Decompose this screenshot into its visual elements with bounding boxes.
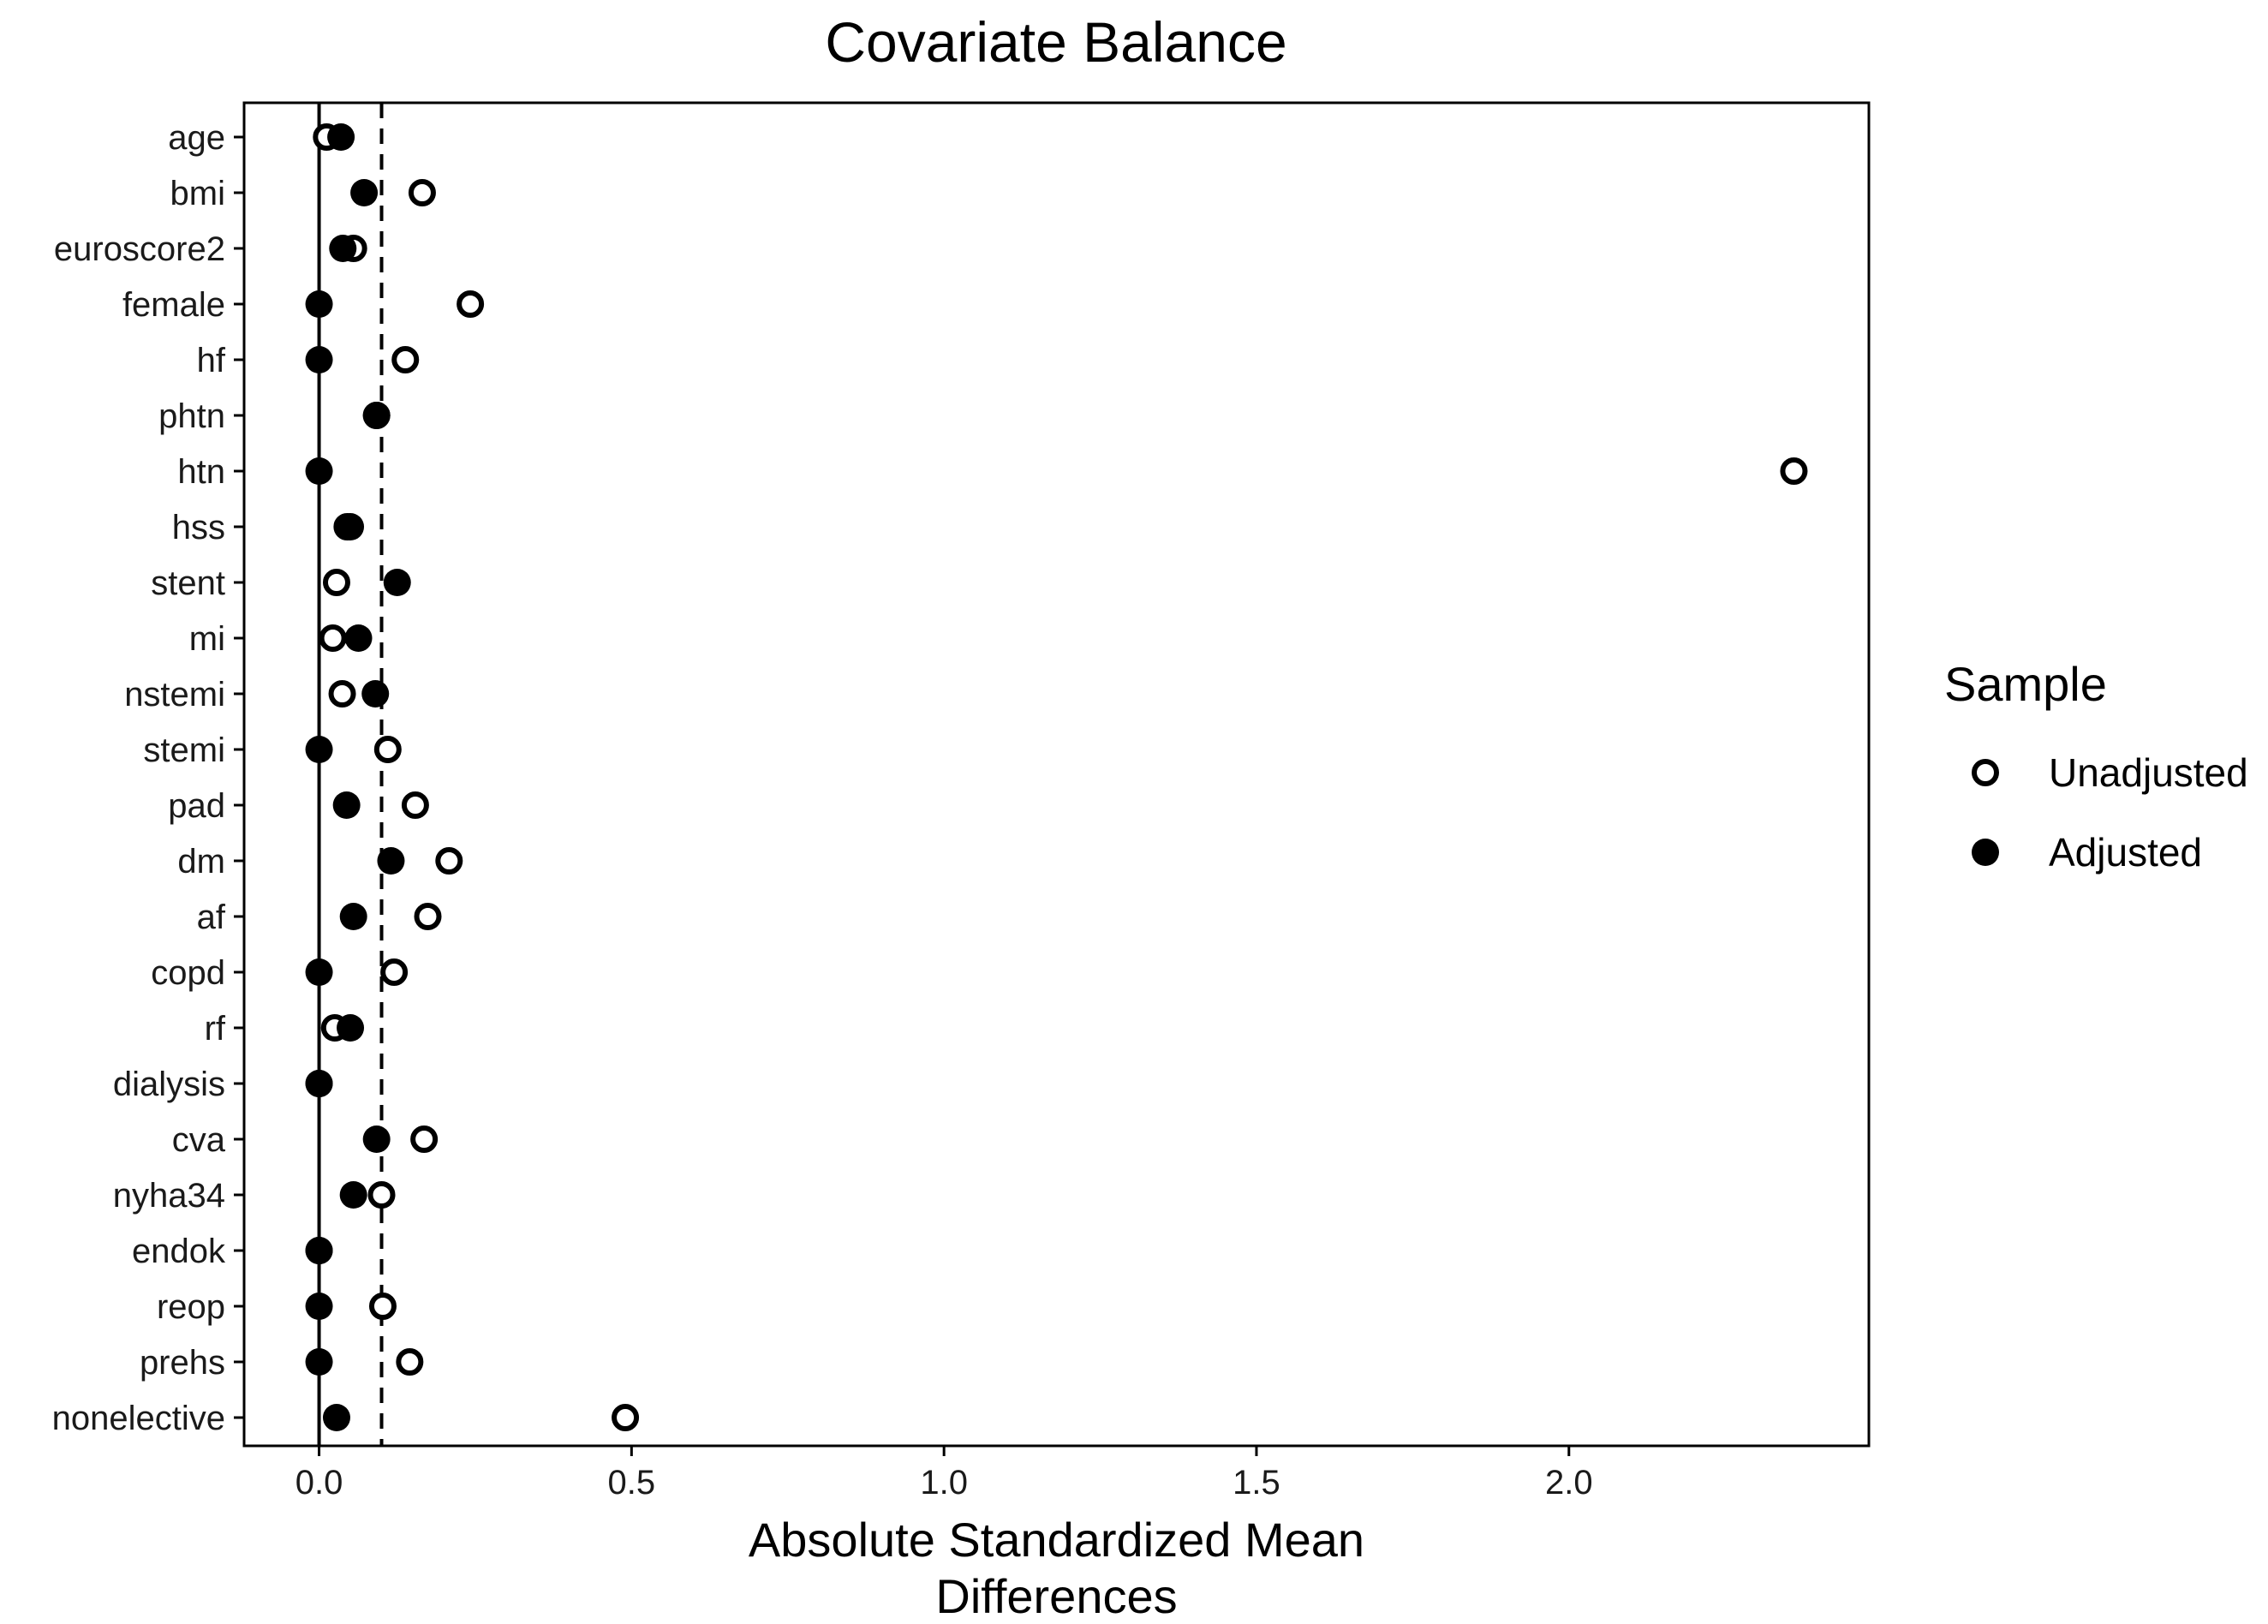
legend-title: Sample <box>1944 657 2107 711</box>
unadjusted-point-reop <box>368 1293 397 1320</box>
adjusted-point-prehs <box>305 1348 333 1376</box>
legend-marker-adjusted <box>1972 839 1999 866</box>
unadjusted-point-copd <box>380 958 409 986</box>
y-tick-label: age <box>168 119 225 157</box>
x-axis-title-line-1: Absolute Standardized Mean <box>749 1513 1364 1567</box>
unadjusted-point-mi <box>319 624 347 652</box>
y-tick-label: nyha34 <box>113 1177 225 1215</box>
unadjusted-point-dm <box>435 847 463 875</box>
legend-marker-unadjusted <box>1972 759 1999 786</box>
unadjusted-point-bmi <box>408 179 436 206</box>
unadjusted-point-nonelective <box>612 1404 640 1431</box>
y-tick-label: female <box>122 286 225 324</box>
legend: Sample Unadjusted Adjusted <box>1944 657 2248 875</box>
x-tick-label: 2.0 <box>1545 1464 1593 1502</box>
adjusted-point-copd <box>305 958 333 986</box>
adjusted-point-cva <box>362 1125 391 1153</box>
y-tick-label: nonelective <box>52 1400 225 1437</box>
y-tick-label: cva <box>172 1121 226 1159</box>
data-points <box>305 123 1808 1431</box>
chart-title: Covariate Balance <box>825 10 1286 74</box>
adjusted-point-female <box>305 290 333 318</box>
y-tick-label: hf <box>197 342 226 379</box>
x-tick-label: 1.5 <box>1232 1464 1280 1502</box>
y-tick-label: hss <box>172 509 225 546</box>
adjusted-point-bmi <box>350 179 379 206</box>
adjusted-point-rf <box>337 1014 365 1042</box>
y-tick-label: copd <box>151 954 225 992</box>
adjusted-point-reop <box>305 1293 333 1320</box>
adjusted-point-htn <box>305 457 333 485</box>
adjusted-point-mi <box>344 624 373 652</box>
y-tick-label: bmi <box>170 175 225 212</box>
adjusted-point-af <box>339 903 367 930</box>
plot-border <box>242 101 1871 1448</box>
adjusted-point-endok <box>305 1237 333 1264</box>
legend-label-adjusted: Adjusted <box>2049 830 2202 875</box>
adjusted-point-age <box>327 123 355 151</box>
adjusted-point-nstemi <box>361 680 390 708</box>
y-tick-label: euroscore2 <box>54 230 225 268</box>
adjusted-point-dialysis <box>305 1070 333 1097</box>
x-tick-label: 0.5 <box>608 1464 656 1502</box>
adjusted-point-nonelective <box>322 1404 350 1431</box>
adjusted-point-hss <box>337 513 365 540</box>
y-tick-label: dialysis <box>113 1066 225 1103</box>
x-tick-label: 0.0 <box>295 1464 343 1502</box>
unadjusted-point-prehs <box>396 1348 424 1376</box>
unadjusted-point-pad <box>401 791 429 819</box>
unadjusted-point-stent <box>322 569 350 596</box>
y-tick-label: dm <box>177 843 225 881</box>
adjusted-point-nyha34 <box>339 1181 367 1209</box>
y-tick-label: endok <box>132 1233 226 1270</box>
y-tick-label: stent <box>151 564 225 602</box>
unadjusted-point-af <box>414 903 442 930</box>
y-tick-label: prehs <box>140 1344 225 1382</box>
y-tick-label: phtn <box>158 397 225 435</box>
y-tick-label: mi <box>189 620 225 658</box>
y-tick-label: af <box>197 899 226 936</box>
y-tick-label: rf <box>205 1010 226 1048</box>
adjusted-point-stent <box>383 569 411 596</box>
y-tick-label: htn <box>177 453 225 491</box>
adjusted-point-euroscore2 <box>329 235 357 262</box>
adjusted-point-phtn <box>362 402 391 429</box>
x-axis-title-line-2: Differences <box>935 1569 1177 1623</box>
adjusted-point-pad <box>332 791 361 819</box>
y-tick-label: pad <box>168 787 225 825</box>
plot-area <box>242 101 1871 1448</box>
unadjusted-point-nstemi <box>328 680 356 708</box>
y-tick-label: stemi <box>143 731 225 769</box>
unadjusted-point-stemi <box>373 736 402 763</box>
unadjusted-point-nyha34 <box>367 1181 396 1209</box>
y-tick-label: reop <box>157 1288 225 1326</box>
legend-label-unadjusted: Unadjusted <box>2049 750 2248 795</box>
unadjusted-point-cva <box>410 1125 439 1153</box>
y-tick-label: nstemi <box>124 676 225 713</box>
unadjusted-point-female <box>457 290 485 318</box>
adjusted-point-hf <box>305 346 333 373</box>
x-tick-label: 1.0 <box>920 1464 968 1502</box>
unadjusted-point-htn <box>1780 457 1808 485</box>
adjusted-point-dm <box>377 847 405 875</box>
adjusted-point-stemi <box>305 736 333 763</box>
axes: age bmi euroscore2 female hf phtn htn hss stent m… <box>52 119 1593 1623</box>
unadjusted-point-hf <box>391 346 420 373</box>
